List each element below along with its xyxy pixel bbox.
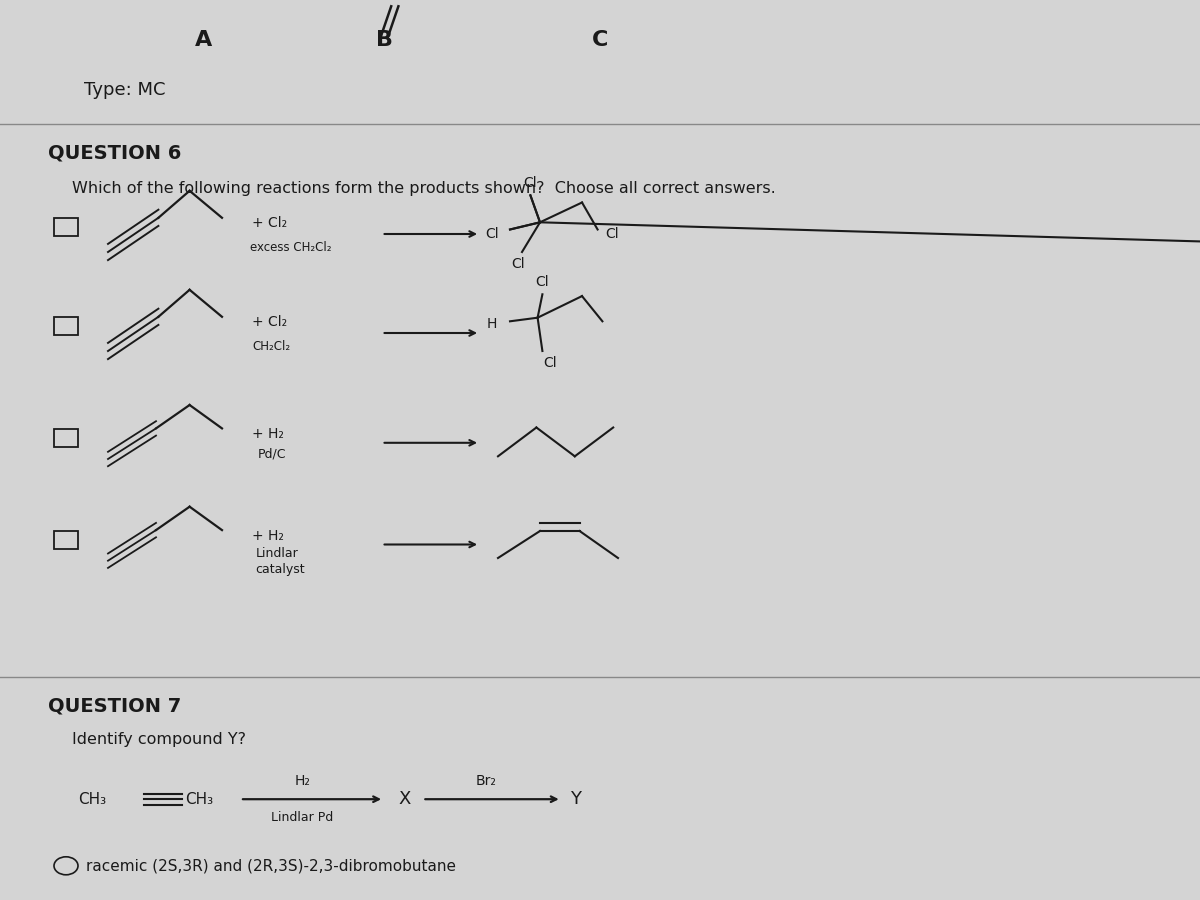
Text: catalyst: catalyst <box>256 563 305 576</box>
Text: Cl: Cl <box>523 176 538 190</box>
Text: B: B <box>376 31 392 50</box>
Text: + H₂: + H₂ <box>252 528 284 543</box>
Text: Cl: Cl <box>542 356 557 370</box>
Text: racemic (2S,3R) and (2R,3S)-2,3-dibromobutane: racemic (2S,3R) and (2R,3S)-2,3-dibromob… <box>86 859 456 873</box>
Text: H: H <box>487 317 497 331</box>
Text: Which of the following reactions form the products shown?  Choose all correct an: Which of the following reactions form th… <box>72 182 775 196</box>
Text: C: C <box>592 31 608 50</box>
Text: CH₃: CH₃ <box>78 792 106 806</box>
Text: Br₂: Br₂ <box>475 774 497 788</box>
Text: QUESTION 6: QUESTION 6 <box>48 143 181 163</box>
Text: H₂: H₂ <box>294 774 311 788</box>
Text: + Cl₂: + Cl₂ <box>252 315 287 329</box>
Text: + H₂: + H₂ <box>252 427 284 441</box>
Text: Type: MC: Type: MC <box>84 81 166 99</box>
Text: X: X <box>398 790 410 808</box>
Text: + Cl₂: + Cl₂ <box>252 216 287 230</box>
Text: A: A <box>196 31 212 50</box>
Text: Cl: Cl <box>535 274 550 289</box>
Text: Lindlar Pd: Lindlar Pd <box>271 811 334 824</box>
Text: Lindlar: Lindlar <box>256 547 299 560</box>
Text: CH₂Cl₂: CH₂Cl₂ <box>252 340 290 353</box>
Text: CH₃: CH₃ <box>185 792 212 806</box>
Text: excess CH₂Cl₂: excess CH₂Cl₂ <box>250 241 331 254</box>
Text: Cl: Cl <box>605 227 619 241</box>
Text: Identify compound Y?: Identify compound Y? <box>72 733 246 747</box>
Text: QUESTION 7: QUESTION 7 <box>48 697 181 716</box>
Text: Cl: Cl <box>511 256 526 271</box>
Text: Cl: Cl <box>485 227 499 241</box>
Text: Pd/C: Pd/C <box>258 447 287 460</box>
Text: Y: Y <box>570 790 581 808</box>
